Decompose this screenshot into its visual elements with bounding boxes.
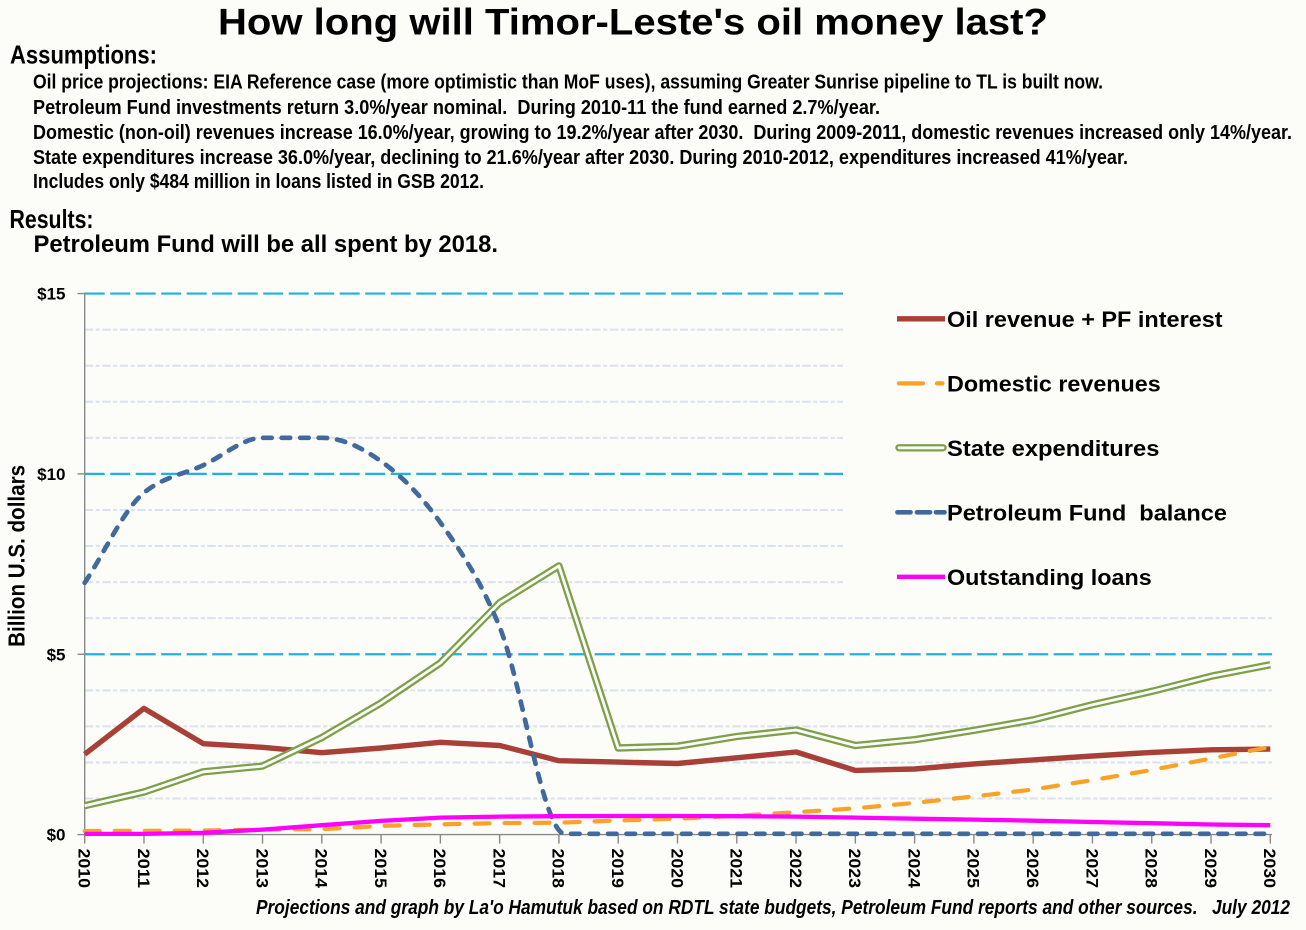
svg-text:Projections and graph by La'o: Projections and graph by La'o Hamutuk ba… (256, 897, 1290, 919)
svg-text:State expenditures: State expenditures (947, 436, 1159, 461)
svg-text:Petroleum Fund investments ret: Petroleum Fund investments return 3.0%/y… (33, 97, 880, 119)
svg-text:Domestic (non-oil) revenues in: Domestic (non-oil) revenues increase 16.… (33, 122, 1292, 144)
svg-text:2026: 2026 (1023, 849, 1042, 889)
svg-text:$15: $15 (37, 285, 65, 304)
svg-text:2022: 2022 (786, 849, 805, 889)
svg-text:2012: 2012 (193, 849, 212, 889)
svg-text:Includes only $484 million in: Includes only $484 million in loans list… (33, 171, 484, 193)
svg-text:2013: 2013 (252, 849, 271, 889)
svg-text:2019: 2019 (608, 849, 627, 889)
svg-text:2028: 2028 (1142, 849, 1161, 889)
svg-text:Domestic revenues: Domestic revenues (947, 371, 1161, 396)
svg-text:2011: 2011 (134, 849, 153, 889)
svg-text:Oil revenue + PF interest: Oil revenue + PF interest (947, 307, 1223, 332)
svg-text:2015: 2015 (371, 849, 390, 889)
svg-text:Petroleum Fund balance: Petroleum Fund balance (947, 500, 1227, 525)
svg-text:2014: 2014 (312, 849, 331, 889)
svg-text:2023: 2023 (845, 849, 864, 889)
svg-text:Outstanding loans: Outstanding loans (947, 565, 1152, 590)
svg-text:Billion U.S. dollars: Billion U.S. dollars (4, 465, 30, 647)
svg-text:2016: 2016 (430, 849, 449, 889)
svg-text:2018: 2018 (549, 849, 568, 889)
svg-text:Oil price projections: EIA Ref: Oil price projections: EIA Reference cas… (33, 72, 1103, 94)
svg-text:How long will Timor-Leste's oi: How long will Timor-Leste's oil money la… (218, 1, 1048, 43)
svg-text:Results:: Results: (10, 204, 94, 234)
svg-text:2020: 2020 (667, 849, 686, 889)
svg-text:2027: 2027 (1082, 849, 1101, 889)
svg-text:Petroleum Fund will be all spe: Petroleum Fund will be all spent by 2018… (34, 231, 499, 258)
svg-text:$0: $0 (47, 826, 66, 845)
svg-text:2025: 2025 (964, 849, 983, 889)
svg-text:2017: 2017 (490, 849, 509, 889)
svg-text:Assumptions:: Assumptions: (10, 40, 157, 70)
svg-text:State expenditures increase 36: State expenditures increase 36.0%/year, … (33, 147, 1128, 169)
svg-text:2010: 2010 (75, 849, 94, 889)
svg-text:$5: $5 (47, 645, 66, 664)
svg-text:$10: $10 (37, 465, 65, 484)
svg-text:2024: 2024 (904, 849, 923, 889)
svg-text:2029: 2029 (1201, 849, 1220, 889)
svg-text:2021: 2021 (727, 849, 746, 889)
svg-text:2030: 2030 (1260, 849, 1279, 889)
